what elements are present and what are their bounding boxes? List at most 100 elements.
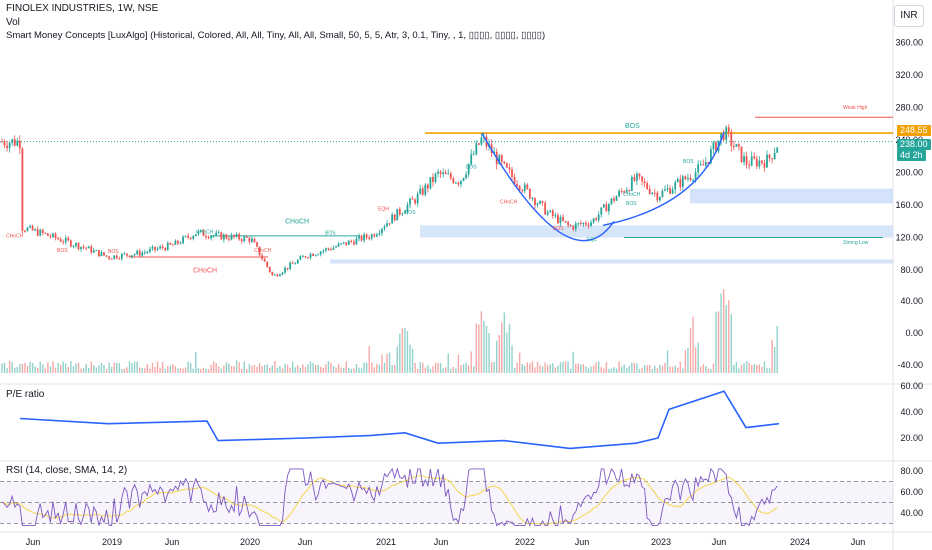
volume-bar — [536, 361, 539, 373]
candle-body — [332, 247, 335, 250]
volume-bar — [452, 366, 455, 373]
volume-bar — [187, 361, 189, 373]
volume-bar — [190, 363, 192, 373]
volume-bar — [462, 364, 465, 373]
volume-bar — [483, 320, 485, 373]
volume-bar — [355, 363, 358, 373]
candle-body — [276, 274, 279, 277]
volume-bar — [105, 368, 108, 373]
volume-bar — [289, 367, 291, 373]
volume-bar — [434, 362, 437, 373]
candle-body — [628, 190, 631, 192]
candle-body — [564, 220, 567, 222]
candle-body — [582, 222, 585, 225]
candle-body — [350, 240, 353, 242]
candle-body — [220, 232, 223, 240]
volume-bar — [371, 362, 373, 373]
volume-bar — [567, 361, 569, 373]
volume-bar — [141, 368, 143, 373]
volume-bar — [37, 367, 39, 373]
candle-body — [592, 218, 595, 223]
candle-body — [16, 140, 19, 146]
candle-body — [378, 232, 381, 235]
candle-body — [353, 241, 355, 245]
volume-bar — [664, 362, 666, 373]
time-axis-label: 2022 — [515, 537, 535, 547]
candle-body — [636, 173, 638, 181]
candle-body — [256, 242, 258, 247]
volume-indicator-label: Vol — [6, 17, 20, 28]
volume-bar — [577, 363, 579, 373]
volume-bar — [70, 361, 72, 373]
candle-body — [743, 156, 745, 163]
candle-body — [174, 240, 177, 245]
candle-body — [245, 236, 248, 238]
candle-body — [676, 178, 679, 183]
candle-body — [189, 237, 192, 239]
candle-body — [771, 158, 773, 160]
candle-body — [80, 246, 82, 250]
candle-body — [98, 250, 100, 257]
candle-body — [426, 184, 429, 189]
candle-body — [82, 246, 85, 248]
candle-body — [738, 144, 740, 147]
smc-indicator-label: Smart Money Concepts [LuxAlgo] (Historic… — [6, 30, 546, 41]
volume-bar — [284, 363, 286, 373]
candle-body — [569, 225, 572, 227]
candle-body — [64, 237, 67, 243]
volume-bar — [174, 366, 177, 373]
volume-bar — [39, 361, 41, 373]
candle-body — [500, 155, 503, 162]
candle-body — [404, 211, 406, 214]
candle-body — [375, 234, 378, 237]
volume-bar — [358, 367, 360, 373]
eql-label: EQL — [587, 237, 597, 243]
volume-axis-tick: -40.00 — [897, 360, 923, 370]
candle-body — [34, 229, 37, 231]
volume-bar — [488, 332, 490, 373]
volume-bar — [110, 367, 113, 373]
currency-button[interactable]: INR — [894, 5, 924, 27]
candle-body — [416, 193, 419, 204]
volume-bar — [694, 347, 697, 373]
volume-bar — [587, 368, 590, 373]
volume-bar — [304, 366, 307, 373]
candle-body — [207, 237, 210, 239]
volume-bar — [595, 362, 597, 373]
candle-body — [26, 227, 29, 232]
candle-body — [585, 222, 587, 225]
volume-bar — [394, 365, 396, 373]
volume-bar — [337, 363, 340, 373]
candle-body — [251, 238, 253, 242]
volume-bar — [447, 353, 449, 373]
volume-bar — [689, 328, 692, 373]
volume-bar — [730, 314, 732, 373]
candle-body — [687, 177, 689, 180]
volume-bar — [633, 362, 636, 373]
candle-body — [467, 163, 470, 175]
candle-body — [192, 236, 195, 239]
candle-body — [103, 252, 105, 256]
candle-body — [526, 184, 529, 189]
candle-body — [613, 198, 615, 201]
candle-body — [166, 242, 169, 251]
volume-bar — [261, 366, 263, 373]
volume-bar — [192, 368, 194, 373]
candle-body — [460, 180, 462, 185]
candle-body — [177, 240, 179, 244]
candle-body — [110, 258, 113, 260]
volume-bar — [692, 316, 694, 373]
volume-bar — [59, 364, 62, 373]
candle-body — [727, 127, 730, 133]
choch-label: CHoCH — [500, 199, 518, 205]
volume-bar — [531, 361, 534, 373]
candle-body — [429, 177, 432, 189]
candle-body — [24, 230, 26, 232]
volume-bar — [715, 311, 717, 373]
volume-bar — [325, 364, 327, 373]
candle-body — [536, 203, 539, 206]
candle-body — [253, 238, 256, 243]
order-block-zone — [330, 259, 893, 264]
volume-bar — [151, 362, 154, 373]
